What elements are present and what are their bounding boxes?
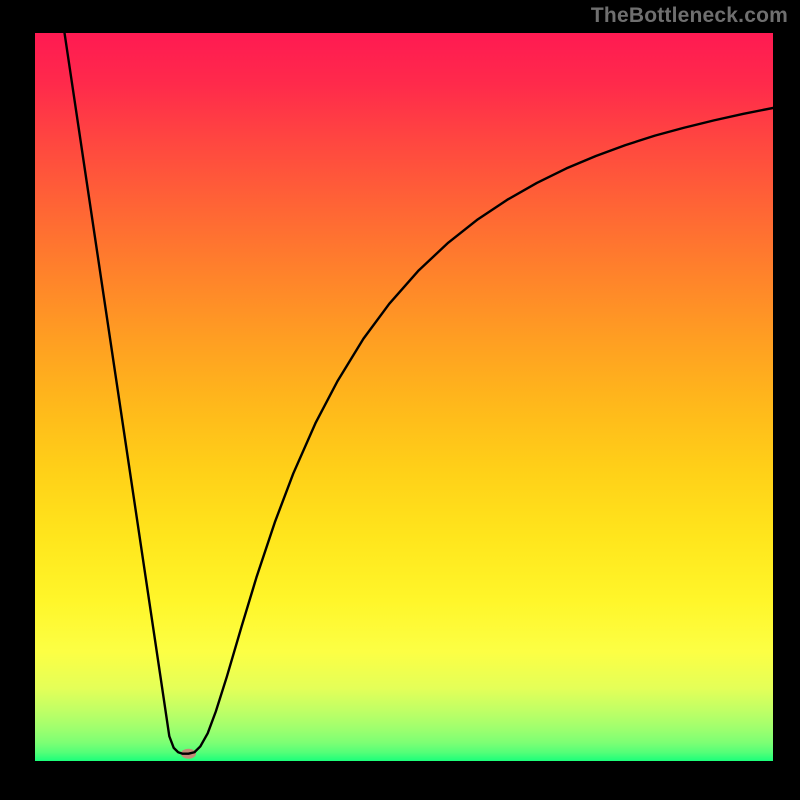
chart-container: { "watermark": "TheBottleneck.com", "cha… <box>0 0 800 800</box>
bottleneck-chart <box>0 0 800 800</box>
watermark-text: TheBottleneck.com <box>591 4 788 28</box>
plot-background <box>35 33 773 761</box>
